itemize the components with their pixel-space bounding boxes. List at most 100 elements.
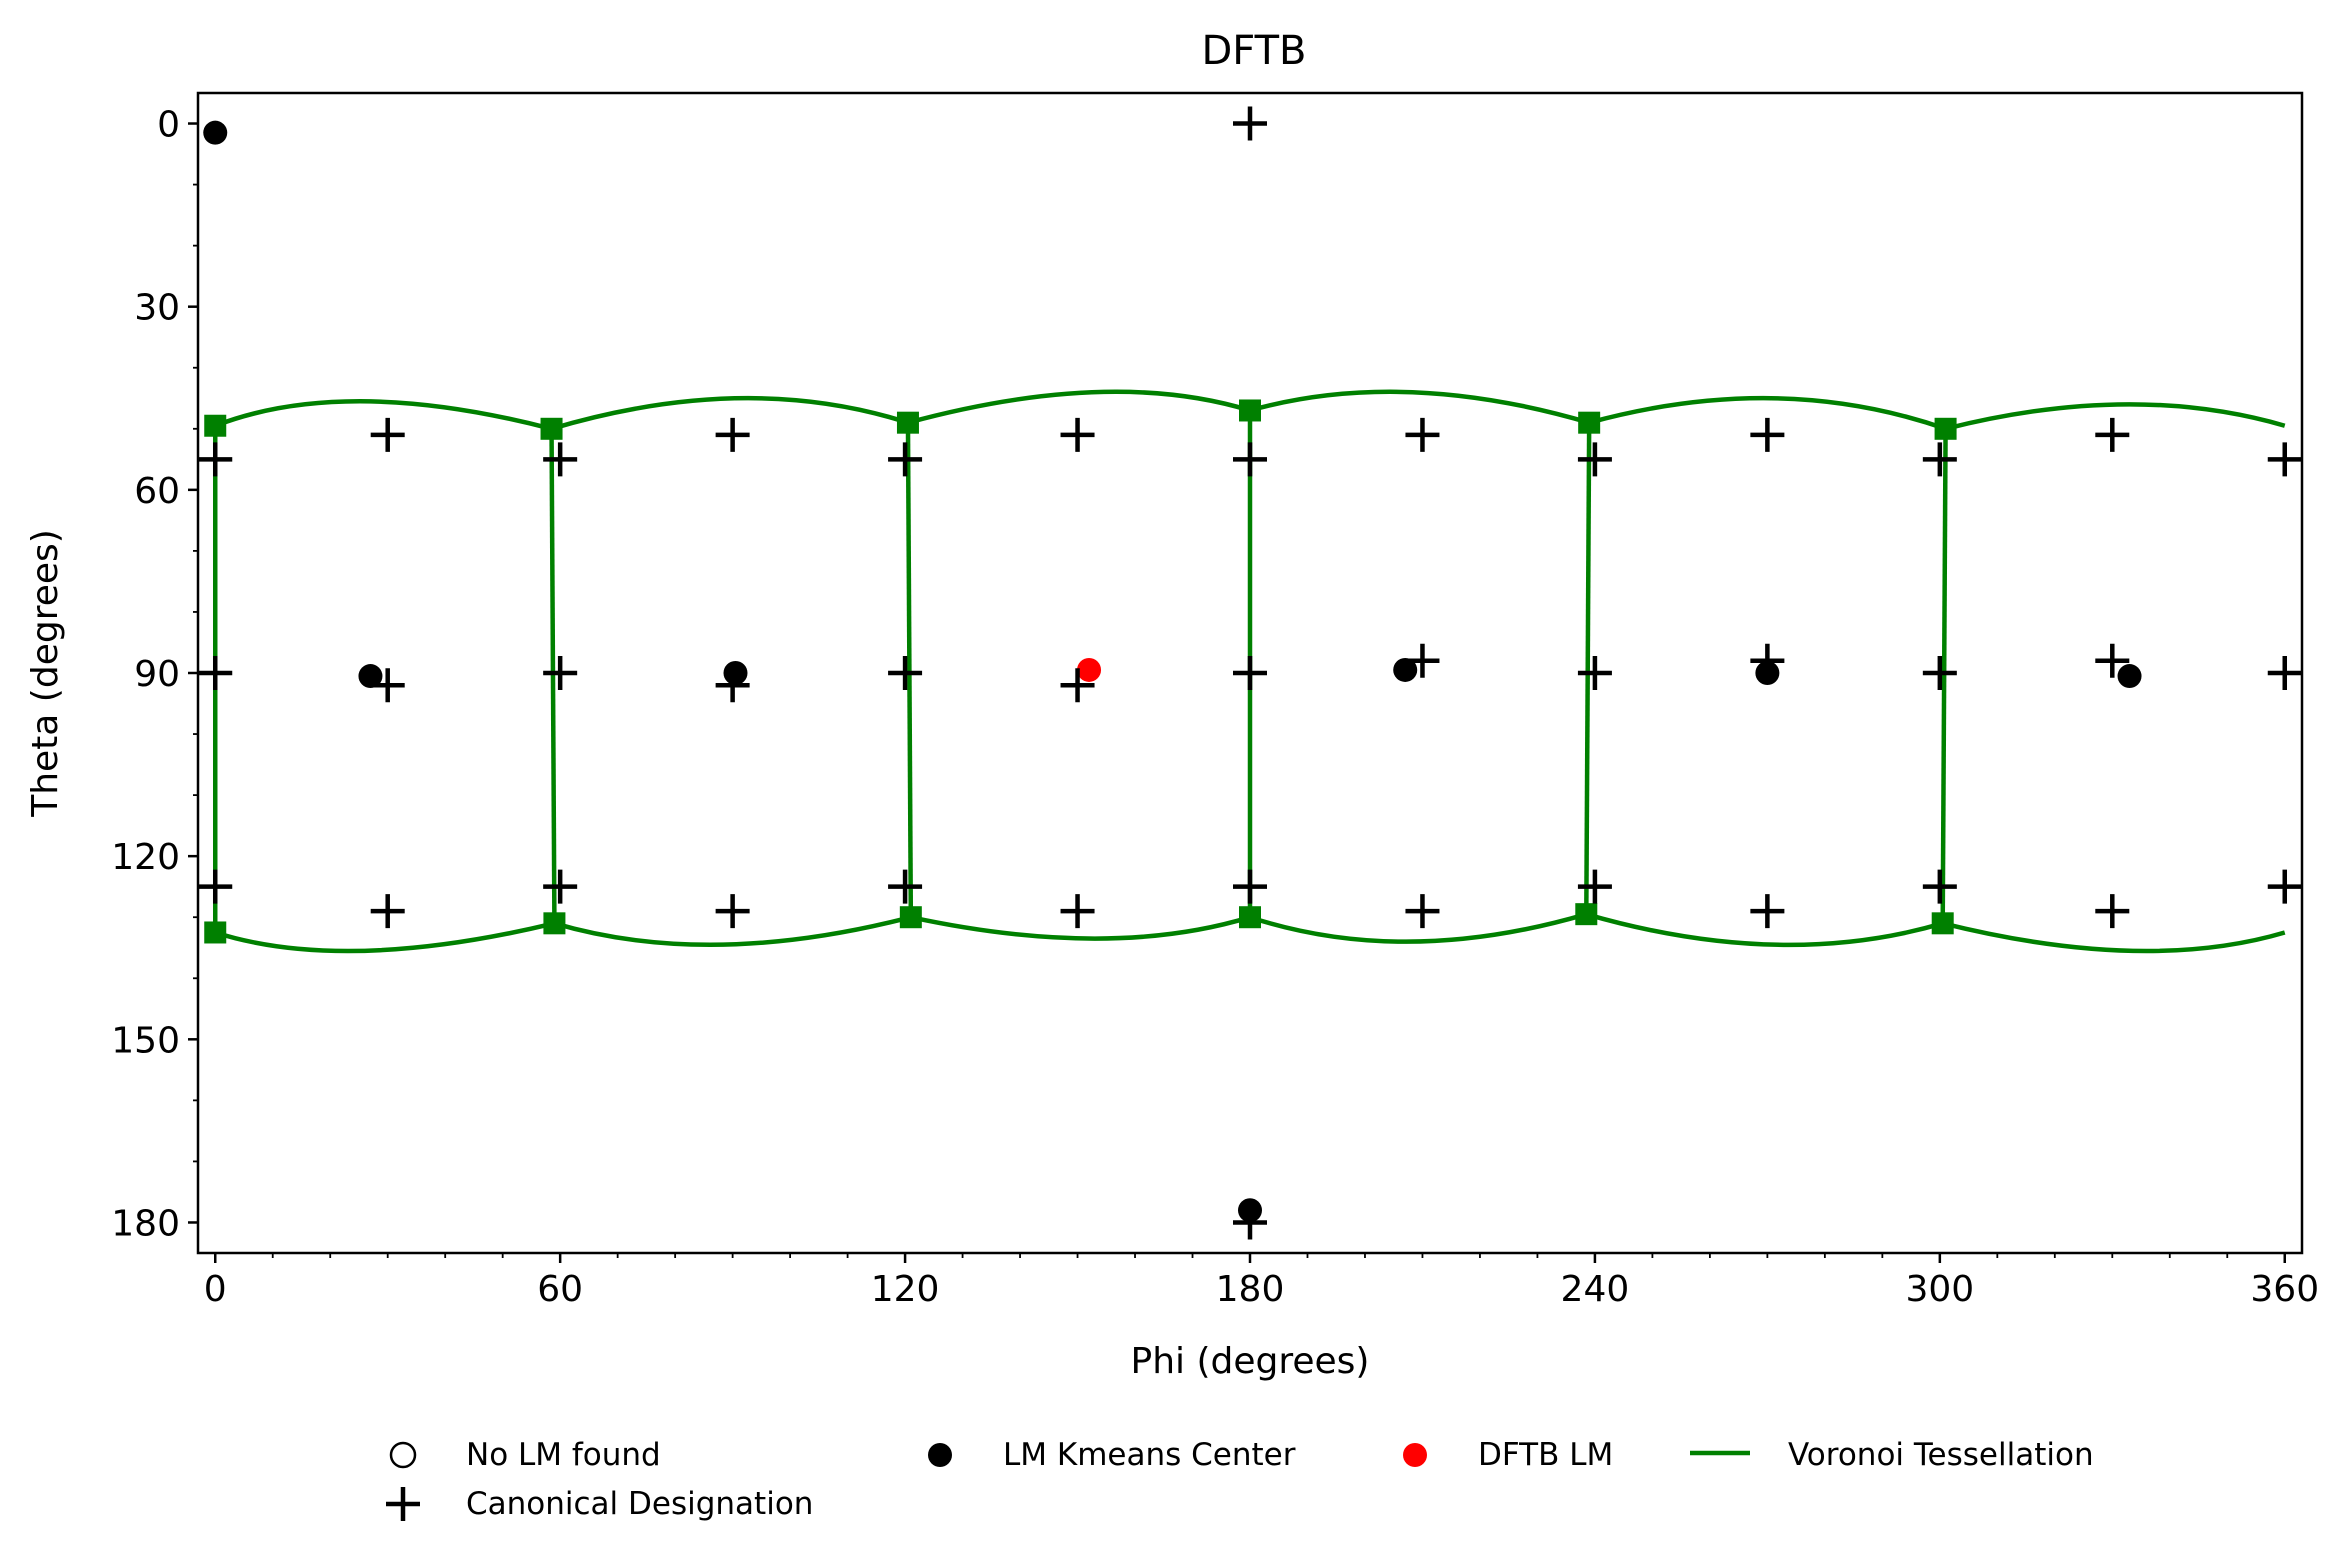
legend-item: Voronoi Tessellation [1690, 1437, 2094, 1473]
canonical-designation-marker [1233, 1205, 1267, 1240]
y-tick-label: 150 [111, 1020, 180, 1061]
canonical-designation-marker [2267, 442, 2302, 477]
x-tick-label: 360 [2250, 1269, 2319, 1310]
y-tick-label: 90 [134, 654, 180, 695]
legend-item: DFTB LM [1403, 1437, 1613, 1473]
voronoi-vertex [1931, 912, 1954, 935]
voronoi-vertex [204, 921, 227, 944]
canonical-designation-marker [1405, 894, 1440, 929]
canonical-designation-marker [1233, 656, 1267, 690]
chart-title: DFTB [1202, 28, 1307, 74]
legend-open-circle-icon [389, 1441, 417, 1469]
canonical-designation-marker [1750, 417, 1785, 452]
canonical-designation-marker [715, 417, 750, 452]
y-tick-label: 30 [134, 288, 180, 329]
y-tick-label: 60 [134, 471, 180, 512]
canonical-designation-marker [2095, 643, 2130, 678]
legend-filled-circle-icon [1403, 1443, 1427, 1467]
canonical-designation-marker [2095, 894, 2130, 929]
legend-filled-circle-icon [928, 1443, 952, 1467]
voronoi-vertex [540, 417, 563, 440]
voronoi-bottom-edge [910, 915, 1251, 941]
lm-kmeans-center-marker [2117, 664, 2142, 689]
y-axis: 0 30 60 90 120 150 180 [111, 105, 198, 1244]
voronoi-vertical-edge [905, 422, 914, 918]
canonical-designation-marker [198, 442, 233, 477]
legend-label: Canonical Designation [466, 1486, 813, 1522]
legend-label: DFTB LM [1478, 1437, 1613, 1473]
x-tick-label: 120 [871, 1269, 940, 1310]
canonical-designation-marker [543, 869, 578, 904]
canonical-designation-marker [1577, 869, 1612, 904]
canonical-designation-marker [1233, 869, 1267, 904]
voronoi-vertex [1934, 417, 1957, 440]
voronoi-top-edge [1588, 395, 1947, 431]
canonical-designation-marker [1233, 442, 1267, 477]
voronoi-top-edge [907, 389, 1251, 425]
voronoi-vertex [543, 912, 566, 935]
canonical-designation-marker [1060, 417, 1095, 452]
legend-item: Canonical Designation [386, 1486, 813, 1522]
canonical-designation-marker [715, 894, 750, 929]
legend-label: No LM found [466, 1437, 661, 1473]
legend: No LM found LM Kmeans Center DFTB LM Vorono… [386, 1437, 2094, 1522]
canonical-designation-marker [1750, 894, 1785, 929]
lm-kmeans-center-marker [358, 664, 383, 689]
canonical-designation-marker [888, 442, 923, 477]
canonical-designation-marker [370, 417, 405, 452]
canonical-designation-marker [1922, 656, 1957, 690]
x-tick-label: 60 [537, 1269, 583, 1310]
canonical-designation-marker [888, 869, 923, 904]
lm-kmeans-center-marker [1393, 657, 1418, 682]
canonical-designation-marker [198, 656, 233, 690]
canonical-designation-marker [1577, 656, 1612, 690]
canonical-designation-marker [1922, 869, 1957, 904]
voronoi-top-edge [214, 399, 553, 431]
canonical-designation-marker [543, 442, 578, 477]
canonical-designation-marker [715, 668, 750, 703]
x-axis: 0 60 120 180 240 300 360 [204, 1253, 2319, 1310]
canonical-designation-marker [2095, 417, 2130, 452]
legend-plus-icon [386, 1487, 420, 1521]
voronoi-vertex [1578, 411, 1601, 434]
x-tick-label: 180 [1216, 1269, 1285, 1310]
data-points [198, 106, 2302, 1240]
y-tick-label: 120 [111, 837, 180, 878]
canonical-designation-marker [1233, 106, 1267, 141]
canonical-designation-marker [370, 894, 405, 929]
voronoi-bottom-edge [1585, 911, 1944, 948]
voronoi-bottom-edge [214, 921, 555, 954]
canonical-designation-marker [2267, 656, 2302, 690]
canonical-designation-marker [2267, 869, 2302, 904]
y-axis-label: Theta (degrees) [25, 529, 66, 818]
voronoi-vertex [1239, 399, 1261, 422]
lm-kmeans-center-marker [203, 120, 228, 145]
canonical-designation-marker [1577, 442, 1612, 477]
canonical-designation-marker [1405, 417, 1440, 452]
canonical-designation-marker [888, 656, 923, 690]
lm-kmeans-center-marker [723, 661, 748, 685]
canonical-designation-marker [1060, 894, 1095, 929]
voronoi-vertical-edge [1584, 422, 1592, 915]
canonical-designation-marker [1060, 668, 1095, 703]
voronoi-vertex [204, 414, 227, 437]
x-tick-label: 0 [204, 1269, 227, 1310]
x-tick-label: 240 [1561, 1269, 1630, 1310]
voronoi-vertex [896, 411, 919, 434]
legend-label: LM Kmeans Center [1003, 1437, 1296, 1473]
voronoi-top-edge [550, 395, 909, 431]
voronoi-vertex [1239, 906, 1261, 929]
dftb-lm-marker [1077, 657, 1102, 682]
canonical-designation-marker [1405, 643, 1440, 678]
canonical-designation-marker [1750, 643, 1785, 678]
y-tick-label: 180 [111, 1203, 180, 1244]
voronoi-vertex [899, 906, 922, 929]
legend-item: No LM found [389, 1437, 661, 1473]
voronoi-bottom-edge [1942, 921, 2286, 954]
canonical-designation-marker [370, 668, 405, 703]
canonical-designation-marker [1922, 442, 1957, 477]
voronoi-bottom-edge [1249, 911, 1587, 944]
voronoi-vertex [1575, 903, 1598, 926]
legend-label: Voronoi Tessellation [1788, 1437, 2094, 1473]
